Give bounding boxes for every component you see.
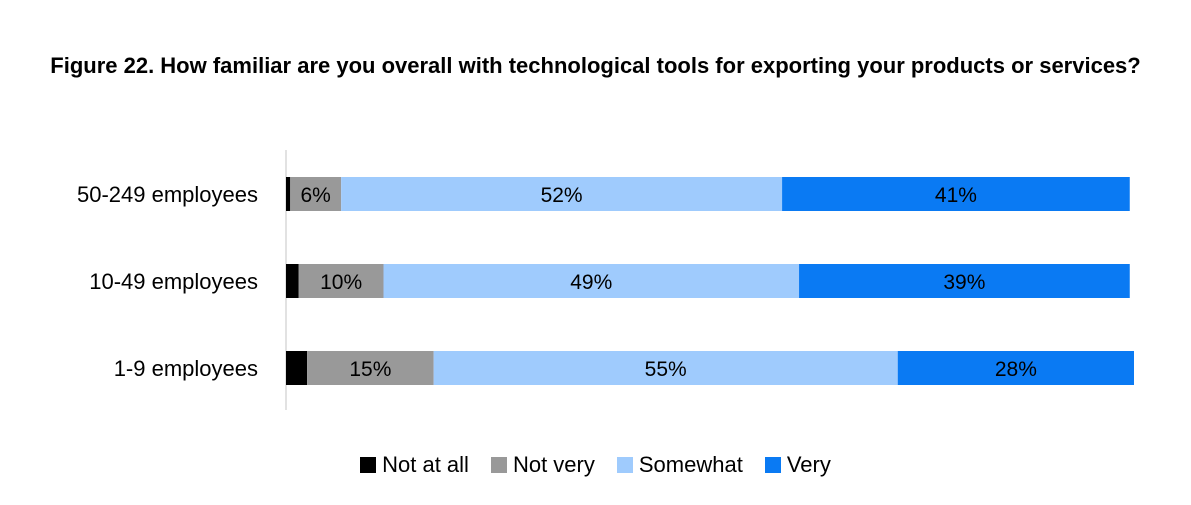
bar-segment-not-very-1-9-employees xyxy=(307,351,434,385)
category-label-50-249-employees: 50-249 employees xyxy=(77,182,258,207)
legend-label-not-very: Not very xyxy=(512,452,595,477)
legend-label-somewhat: Somewhat xyxy=(638,452,743,477)
bar-segment-not-very-50-249-employees xyxy=(290,177,342,211)
legend-item-not-at-all: Not at all xyxy=(360,452,469,478)
legend-label-not-at-all: Not at all xyxy=(382,452,469,477)
bar-segment-very-10-49-employees xyxy=(799,264,1130,298)
bar-segment-very-1-9-employees xyxy=(897,351,1134,385)
legend-label-very: Very xyxy=(786,452,831,477)
data-label-somewhat-10-49-employees: 49% xyxy=(570,271,612,294)
bar-segment-not-at-all-1-9-employees xyxy=(286,351,308,385)
bar-segment-not-at-all-50-249-employees xyxy=(286,177,291,211)
bar-segment-somewhat-1-9-employees xyxy=(433,351,898,385)
legend-item-very: Very xyxy=(764,452,831,478)
data-label-very-1-9-employees: 28% xyxy=(995,358,1037,381)
data-label-somewhat-50-249-employees: 52% xyxy=(541,184,583,207)
data-label-very-10-49-employees: 39% xyxy=(943,271,985,294)
legend-swatch-very xyxy=(764,457,781,473)
category-label-1-9-employees: 1-9 employees xyxy=(114,356,258,381)
legend-swatch-not-very xyxy=(490,457,507,473)
bar-segment-not-at-all-10-49-employees xyxy=(286,264,299,298)
data-label-not-very-50-249-employees: 6% xyxy=(301,184,331,207)
legend-item-not-very: Not very xyxy=(490,452,595,478)
bar-segment-somewhat-10-49-employees xyxy=(383,264,800,298)
bar-segment-not-very-10-49-employees xyxy=(298,264,384,298)
category-label-10-49-employees: 10-49 employees xyxy=(89,269,258,294)
chart-legend: Not at all Not very Somewhat Very xyxy=(0,452,1191,478)
data-label-somewhat-1-9-employees: 55% xyxy=(645,358,687,381)
data-label-not-very-10-49-employees: 10% xyxy=(320,271,362,294)
data-label-not-very-1-9-employees: 15% xyxy=(349,358,391,381)
stacked-bar-chart: 50-249 employees 6% 52% 41% 10-49 employees 1… xyxy=(77,150,1134,410)
legend-item-somewhat: Somewhat xyxy=(616,452,743,478)
bar-segment-somewhat-50-249-employees xyxy=(341,177,783,211)
bar-segment-very-50-249-employees xyxy=(782,177,1130,211)
legend-swatch-somewhat xyxy=(616,457,633,473)
data-label-very-50-249-employees: 41% xyxy=(935,184,977,207)
chart-title: Figure 22. How familiar are you overall … xyxy=(50,53,1141,78)
legend-swatch-not-at-all xyxy=(360,457,377,473)
